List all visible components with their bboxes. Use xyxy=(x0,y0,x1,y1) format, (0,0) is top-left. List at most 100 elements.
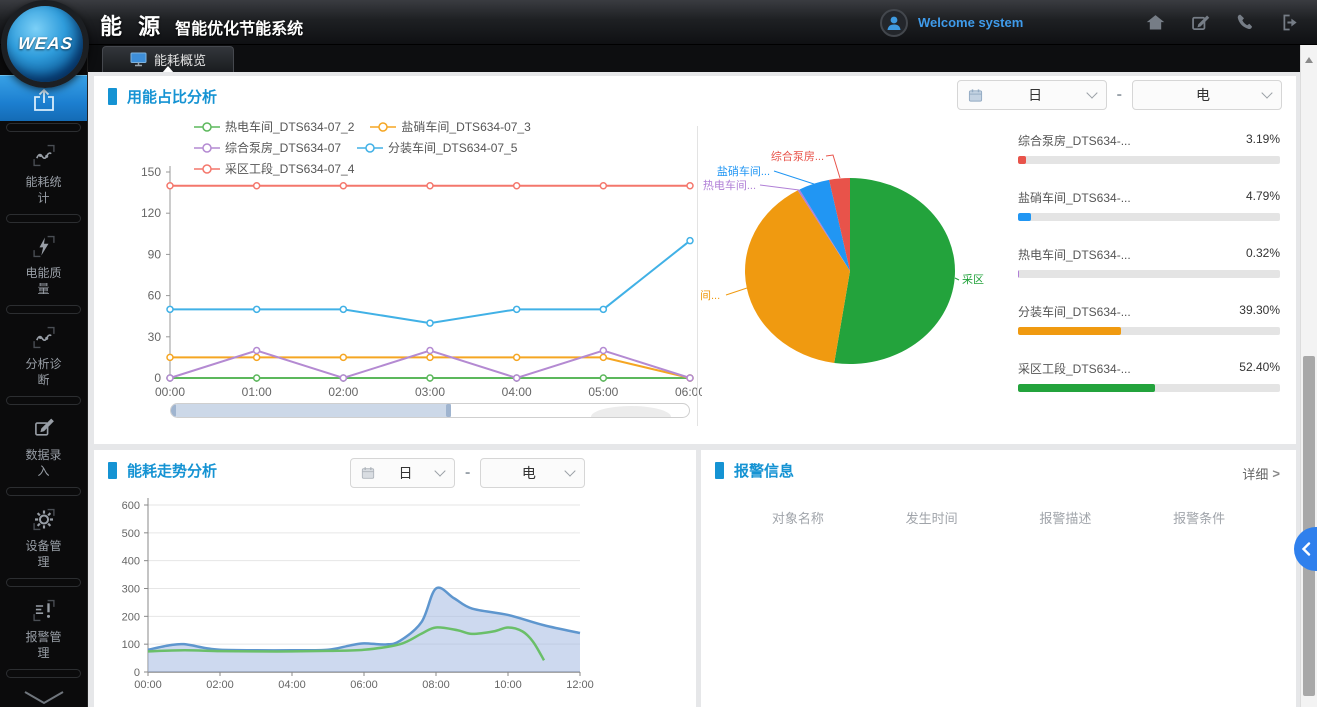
svg-text:100: 100 xyxy=(122,639,140,651)
pie-label: 采区 xyxy=(962,273,984,286)
proportion-item-bar-fill xyxy=(1018,270,1019,278)
alarm-icon xyxy=(32,599,55,622)
title-bullet xyxy=(108,462,117,479)
sidebar-divider xyxy=(6,214,81,223)
scroll-up-arrow-icon[interactable] xyxy=(1305,57,1313,63)
sidebar-expand-button[interactable] xyxy=(0,688,87,707)
alarm-detail-link[interactable]: 详细 > xyxy=(1242,464,1280,483)
energy-trend-panel: 能耗走势分析 日 - 电 0 100 200 300 400 500 600 00:00 02:… xyxy=(94,450,696,707)
series-line xyxy=(147,586,581,652)
legend-item[interactable]: 采区工段_DTS634-07_4 xyxy=(194,160,354,177)
range-separator: - xyxy=(465,464,471,481)
series-line xyxy=(170,239,691,325)
scrollbar-thumb[interactable] xyxy=(1303,356,1315,696)
panel-title-text: 用能占比分析 xyxy=(127,89,218,106)
proportion-item-bar-track xyxy=(1018,327,1280,335)
panel-collapse-button[interactable] xyxy=(1294,527,1317,571)
user-avatar[interactable] xyxy=(880,8,908,37)
tab-energy-overview[interactable]: 能耗概览 xyxy=(102,46,234,73)
tab-strip: 能耗概览 xyxy=(88,45,1317,73)
legend-label: 分装车间_DTS634-07_5 xyxy=(388,141,518,155)
datazoom-profile xyxy=(591,406,671,417)
sidebar-item-label: 设备管理 xyxy=(25,539,62,569)
svg-text:400: 400 xyxy=(122,556,140,568)
overview-icon xyxy=(33,88,54,111)
gear-icon xyxy=(32,508,55,531)
legend-item[interactable]: 分装车间_DTS634-07_5 xyxy=(357,139,517,156)
proportion-list-item: 热电车间_DTS634-... 0.32% xyxy=(1018,246,1280,278)
energy-type-select[interactable]: 电 xyxy=(1132,80,1282,110)
sidebar-item-power-quality[interactable]: 电能质量 xyxy=(4,225,83,303)
proportion-item-label: 综合泵房_DTS634-... xyxy=(1018,134,1131,148)
vertical-scrollbar[interactable] xyxy=(1300,45,1317,707)
weas-logo-text: WEAS xyxy=(16,34,74,53)
trend-icon xyxy=(32,144,55,167)
legend-item[interactable]: 盐硝车间_DTS634-07_3 xyxy=(370,118,531,135)
datazoom-handle-left[interactable] xyxy=(171,404,176,417)
chevron-down-icon xyxy=(23,691,64,705)
legend-marker-icon xyxy=(194,142,220,153)
proportion-list-item: 盐硝车间_DTS634-... 4.79% xyxy=(1018,189,1280,221)
legend-marker-icon xyxy=(370,121,397,132)
proportion-list: 综合泵房_DTS634-... 3.19% 盐硝车间_DTS634-... 4.79%… xyxy=(1018,132,1280,417)
alarm-column-description: 报警描述 xyxy=(1039,511,1092,526)
monitor-icon xyxy=(130,52,147,67)
proportion-item-value: 39.30% xyxy=(1239,303,1280,317)
pie-slice xyxy=(797,189,850,271)
datazoom-slider[interactable] xyxy=(170,403,690,418)
energy-type-select[interactable]: 电 xyxy=(480,458,586,488)
chevron-right-icon: > xyxy=(1272,466,1280,481)
energy-type-select-value: 电 xyxy=(1196,87,1210,103)
sidebar-item-analysis-diagnosis[interactable]: 分析诊断 xyxy=(4,316,83,394)
title-bullet xyxy=(108,88,117,105)
sidebar-item-data-entry[interactable]: 数据录入 xyxy=(4,407,83,485)
energy-type-select-value: 电 xyxy=(521,465,536,481)
line-chart-legend: 热电车间_DTS634-07_2 盐硝车间_DTS634-07_3 综合泵房_DTS… xyxy=(194,118,674,177)
energy-trend-title: 能耗走势分析 xyxy=(108,460,217,481)
sidebar-item-device-management[interactable]: 设备管理 xyxy=(4,498,83,576)
sidebar-item-alarm-management[interactable]: 报警管理 xyxy=(4,589,83,667)
svg-text:0: 0 xyxy=(134,667,140,679)
proportion-item-bar-fill xyxy=(1018,213,1031,221)
legend-marker-icon xyxy=(357,142,384,153)
svg-text:02:00: 02:00 xyxy=(206,679,234,691)
proportion-item-label: 盐硝车间_DTS634-... xyxy=(1018,191,1131,205)
legend-label: 综合泵房_DTS634-07 xyxy=(225,141,342,155)
phone-icon[interactable] xyxy=(1235,12,1256,33)
alarm-info-panel: 报警信息 详细 > 对象名称 发生时间 报警描述 报警条件 xyxy=(701,450,1296,707)
datazoom-selected-range[interactable] xyxy=(171,404,451,417)
svg-text:500: 500 xyxy=(122,528,140,540)
legend-label: 热电车间_DTS634-07_2 xyxy=(225,120,355,134)
svg-text:06:00: 06:00 xyxy=(350,679,378,691)
alarm-column-occur-time: 发生时间 xyxy=(905,511,958,526)
app-header: 能 源 智能优化节能系统 Welcome system xyxy=(0,0,1317,45)
period-select[interactable]: 日 xyxy=(956,80,1107,110)
proportion-list-item: 综合泵房_DTS634-... 3.19% xyxy=(1018,132,1280,164)
pie-label: 间... xyxy=(700,289,720,302)
legend-item[interactable]: 热电车间_DTS634-07_2 xyxy=(194,118,354,135)
legend-label: 盐硝车间_DTS634-07_3 xyxy=(401,120,531,134)
edit-icon[interactable] xyxy=(1190,12,1211,33)
svg-text:60: 60 xyxy=(148,289,162,303)
pie-slice xyxy=(829,178,850,271)
sidebar-item-energy-statistics[interactable]: 能耗统计 xyxy=(4,134,83,212)
svg-text:120: 120 xyxy=(141,206,161,220)
proportion-item-value: 4.79% xyxy=(1245,189,1280,203)
home-icon[interactable] xyxy=(1145,12,1166,33)
calendar-icon xyxy=(361,467,375,479)
welcome-text: Welcome system xyxy=(918,15,1024,30)
proportion-item-bar-fill xyxy=(1018,156,1027,164)
sidebar-item-label: 能耗统计 xyxy=(25,175,62,205)
app-title: 能 源 智能优化节能系统 xyxy=(100,9,303,41)
data-entry-icon xyxy=(34,418,54,436)
period-select[interactable]: 日 xyxy=(350,458,455,488)
legend-item[interactable]: 综合泵房_DTS634-07 xyxy=(194,139,341,156)
sidebar-divider xyxy=(6,396,81,405)
pie-label: 综合泵房... xyxy=(771,149,824,163)
period-select-value: 日 xyxy=(398,465,413,481)
datazoom-handle-right[interactable] xyxy=(445,404,451,417)
pie-label-line xyxy=(725,287,748,296)
chevron-left-icon xyxy=(1301,542,1310,556)
logout-icon[interactable] xyxy=(1280,12,1301,33)
svg-text:08:00: 08:00 xyxy=(422,679,450,691)
